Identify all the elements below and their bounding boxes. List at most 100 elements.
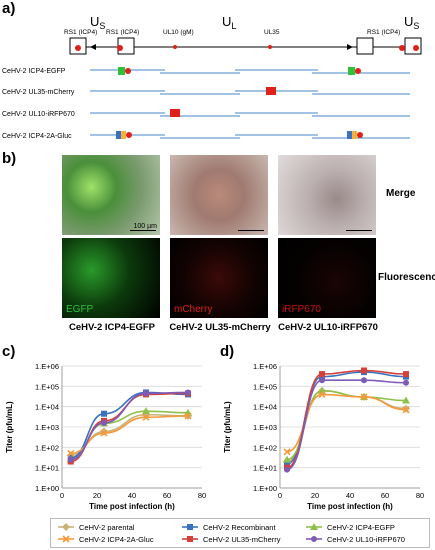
marker-rs1-left bbox=[75, 45, 81, 51]
chart-c-xtick-label-0: 0 bbox=[60, 491, 64, 500]
chart-c-point-3-2 bbox=[142, 413, 150, 421]
arrow-right bbox=[347, 44, 353, 50]
label-ul10: UL10 (gM) bbox=[163, 29, 194, 36]
channel-label-mcherry: mCherry bbox=[174, 304, 213, 315]
chart-c-point-3-0 bbox=[67, 449, 75, 458]
legend-label-0: CeHV-2 parental bbox=[79, 523, 135, 532]
legend-label-1: CeHV-2 Recombinant bbox=[203, 523, 276, 532]
scale-bar-2 bbox=[238, 230, 264, 231]
legend-marker-3 bbox=[62, 535, 70, 543]
chart-d: 1.E+00 1.E+01 1.E+02 1.E+03 1.E+04 1.E+05 1.E+… bbox=[223, 362, 424, 511]
chart-c-x-axis-label: Time post infection (h) bbox=[89, 502, 175, 511]
gluc-cassette-right-2 bbox=[352, 131, 357, 139]
panel-label-c: c) bbox=[2, 343, 16, 360]
arrow-left bbox=[90, 44, 96, 50]
region-us-left: US bbox=[90, 14, 105, 31]
chart-d-series-0 bbox=[283, 386, 410, 466]
chart-c-series-line-5 bbox=[70, 391, 189, 461]
chart-c-ytick-label-1: 1.E+01 bbox=[35, 464, 59, 473]
mcherry-cassette bbox=[266, 87, 276, 95]
region-ul: UL bbox=[222, 14, 236, 31]
construct-label-1: CeHV-2 ICP4-EGFP bbox=[2, 68, 66, 75]
chart-c-point-1-1 bbox=[101, 410, 107, 417]
panel-label-b: b) bbox=[2, 150, 17, 167]
marker-rs1-mid bbox=[117, 45, 123, 51]
chart-d-series-5 bbox=[284, 377, 409, 473]
chart-c-ytick-label-2: 1.E+02 bbox=[35, 443, 59, 452]
chart-d-point-3-2 bbox=[360, 393, 368, 401]
scale-bar-label: 100 µm bbox=[133, 223, 158, 230]
chart-d-xtick-label-1: 20 bbox=[311, 491, 319, 500]
genome-map: US UL US RS1 (ICP4) RS1 (ICP4) UL10 (gM)… bbox=[2, 14, 422, 140]
chart-c-point-5-2 bbox=[143, 390, 149, 397]
chart-d-point-4-2 bbox=[361, 367, 367, 374]
chart-d-ytick-label-3: 1.E+03 bbox=[253, 423, 277, 432]
chart-d-series-4 bbox=[284, 367, 409, 471]
repeat-box-4 bbox=[404, 37, 422, 55]
legend-marker-1 bbox=[187, 524, 193, 530]
caption-egfp: CeHV-2 ICP4-EGFP bbox=[68, 322, 156, 333]
legend-marker-5 bbox=[311, 536, 317, 542]
chart-c-point-3-1 bbox=[100, 429, 108, 437]
chart-d-point-5-1 bbox=[319, 377, 325, 384]
gluc-marker-left bbox=[126, 132, 132, 138]
chart-d-point-4-3 bbox=[403, 371, 409, 378]
chart-c-point-5-1 bbox=[101, 419, 107, 426]
chart-d-ytick-label-1: 1.E+01 bbox=[253, 464, 277, 473]
scale-bar bbox=[130, 230, 156, 231]
scale-bar-3 bbox=[346, 230, 372, 231]
caption-mcherry: CeHV-2 UL35-mCherry bbox=[169, 322, 271, 333]
chart-c-ytick-label-6: 1.E+06 bbox=[35, 362, 59, 371]
chart-d-ytick-label-0: 1.E+00 bbox=[253, 484, 277, 493]
chart-d-xtick-label-0: 0 bbox=[278, 491, 282, 500]
row-label-fluorescence: Fluorescence bbox=[378, 272, 435, 283]
chart-d-ytick-label-6: 1.E+06 bbox=[253, 362, 277, 371]
chart-d-point-2-3 bbox=[402, 396, 410, 404]
chart-d-xtick-label-2: 40 bbox=[346, 491, 354, 500]
construct-label-3: CeHV-2 UL10-iRFP670 bbox=[2, 111, 75, 118]
merge-image-irfp bbox=[278, 155, 376, 235]
chart-d-point-3-3 bbox=[402, 406, 410, 414]
panel-label-d: d) bbox=[220, 343, 235, 360]
chart-c-series-1 bbox=[67, 389, 191, 461]
marker-ul10 bbox=[173, 45, 177, 49]
chart-d-series-2 bbox=[283, 386, 410, 463]
legend: CeHV-2 parental CeHV-2 Recombinant CeHV-2 … bbox=[50, 518, 430, 548]
row-label-merge: Merge bbox=[386, 188, 416, 199]
chart-d-point-1-0 bbox=[284, 461, 290, 468]
fluor-image-egfp: EGFP bbox=[62, 238, 160, 318]
legend-label-2: CeHV-2 ICP4-EGFP bbox=[327, 523, 395, 532]
repeat-box-3 bbox=[356, 37, 374, 55]
chart-c-ytick-label-3: 1.E+03 bbox=[35, 423, 59, 432]
gluc-cassette-left bbox=[116, 131, 121, 139]
legend-marker-0 bbox=[62, 523, 70, 531]
chart-d-series-line-5 bbox=[286, 379, 407, 471]
legend-label-4: CeHV-2 UL35-mCherry bbox=[203, 535, 281, 544]
chart-d-point-0-3 bbox=[402, 404, 410, 413]
chart-d-ytick-label-4: 1.E+04 bbox=[253, 403, 277, 412]
chart-d-x-axis-label: Time post infection (h) bbox=[307, 502, 393, 511]
egfp-marker-left bbox=[125, 68, 131, 74]
chart-d-series-3 bbox=[283, 390, 410, 456]
construct-row-3 bbox=[90, 112, 410, 117]
fluor-image-irfp: iRFP670 bbox=[278, 238, 376, 318]
chart-c: 1.E+00 1.E+01 1.E+02 1.E+03 1.E+04 1.E+05 1.E+… bbox=[5, 362, 206, 511]
chart-d-y-axis-label: Titer (pfu/mL) bbox=[223, 401, 232, 453]
legend-label-3: CeHV-2 ICP4-2A-Gluc bbox=[79, 535, 154, 544]
caption-irfp: CeHV-2 UL10-iRFP670 bbox=[278, 322, 378, 333]
legend-marker-2 bbox=[310, 523, 318, 530]
label-rs1-right: RS1 (ICP4) bbox=[367, 29, 400, 36]
label-ul35: UL35 bbox=[264, 29, 280, 36]
chart-c-point-3-3 bbox=[184, 412, 192, 420]
chart-c-point-2-2 bbox=[142, 407, 150, 415]
region-us-right: US bbox=[404, 14, 419, 31]
chart-c-series-5 bbox=[67, 389, 191, 463]
chart-c-xtick-label-2: 40 bbox=[128, 491, 136, 500]
egfp-cassette-right bbox=[348, 67, 355, 75]
construct-row-1 bbox=[90, 69, 410, 74]
irfp-cassette bbox=[170, 109, 180, 117]
channel-label-egfp: EGFP bbox=[66, 304, 94, 315]
label-rs1-left-b: RS1 (ICP4) bbox=[106, 29, 139, 36]
construct-label-2: CeHV-2 UL35-mCherry bbox=[2, 89, 75, 96]
chart-d-point-5-0 bbox=[284, 466, 290, 473]
